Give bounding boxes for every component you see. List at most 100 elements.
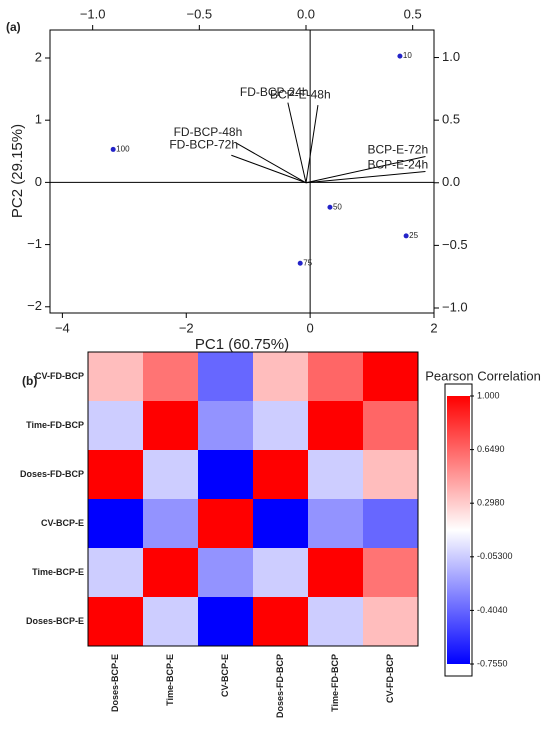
heatmap-cell xyxy=(308,499,364,549)
column-label: Doses-BCP-E xyxy=(110,654,120,712)
row-label: Time-FD-BCP xyxy=(26,420,84,430)
heatmap-cell xyxy=(308,548,364,598)
heatmap-cell xyxy=(88,499,144,549)
colorbar-tick-label: 1.000 xyxy=(477,390,500,400)
row-label: Doses-FD-BCP xyxy=(20,469,84,479)
colorbar-tick-label: 0.2980 xyxy=(477,498,505,508)
x2-tick-label: 0.0 xyxy=(297,6,315,21)
loading-label: BCP-E-24h xyxy=(367,158,428,172)
x-tick-label: 2 xyxy=(430,320,437,335)
score-point xyxy=(110,146,116,152)
y-tick-label: 2 xyxy=(35,49,42,64)
heatmap-cell xyxy=(308,597,364,647)
plot-frame xyxy=(49,29,435,314)
column-label: Time-FD-BCP xyxy=(330,654,340,712)
column-label: CV-FD-BCP xyxy=(385,654,395,703)
heatmap-cell xyxy=(143,499,199,549)
heatmap-cell xyxy=(198,450,254,500)
heatmap-cell xyxy=(253,401,309,451)
column-label: Time-BCP-E xyxy=(165,654,175,706)
score-point xyxy=(397,53,403,59)
x2-tick-label: −1.0 xyxy=(80,6,106,21)
score-label: 25 xyxy=(409,231,418,240)
heatmap-cell xyxy=(363,597,419,647)
y-tick-label: 1 xyxy=(35,112,42,127)
heatmap-cell xyxy=(88,450,144,500)
column-label: CV-BCP-E xyxy=(220,654,230,697)
score-label: 100 xyxy=(116,145,130,154)
heatmap-cell xyxy=(363,548,419,598)
loading-vector xyxy=(287,102,307,183)
heatmap-cell xyxy=(88,597,144,647)
x2-tick-label: −0.5 xyxy=(186,6,212,21)
loading-vector xyxy=(305,171,426,184)
colorbar-frame xyxy=(444,383,473,677)
loading-label: FD-BCP-48h xyxy=(174,125,243,139)
heatmap-cell xyxy=(363,401,419,451)
heatmap-cell xyxy=(253,352,309,402)
heatmap-cell xyxy=(88,352,144,402)
row-label: Doses-BCP-E xyxy=(26,616,84,626)
heatmap-cell xyxy=(198,499,254,549)
colorbar-tick-label: -0.7550 xyxy=(477,658,508,668)
heatmap-cell xyxy=(88,548,144,598)
column-label: Doses-FD-BCP xyxy=(275,654,285,718)
score-label: 10 xyxy=(403,51,412,60)
colorbar xyxy=(447,396,470,664)
heatmap-cell xyxy=(253,499,309,549)
row-label: Time-BCP-E xyxy=(32,567,84,577)
heatmap-cell xyxy=(143,352,199,402)
loading-label: FD-BCP-72h xyxy=(169,137,238,151)
panel-label: (b) xyxy=(22,374,37,388)
score-label: 50 xyxy=(333,202,342,211)
loading-label: FD-BCP-24h xyxy=(240,85,309,99)
heatmap-cell xyxy=(143,450,199,500)
x-tick-label: −4 xyxy=(55,320,70,335)
heatmap-cell xyxy=(198,352,254,402)
heatmap-cell xyxy=(143,548,199,598)
row-label: CV-BCP-E xyxy=(41,518,84,528)
heatmap-cell xyxy=(88,401,144,451)
colorbar-tick-label: -0.05300 xyxy=(477,551,513,561)
score-point xyxy=(297,260,303,266)
loading-vector xyxy=(235,142,307,184)
heatmap-cell xyxy=(308,401,364,451)
loading-label: BCP-E-48h xyxy=(270,87,331,101)
heatmap-cell xyxy=(308,352,364,402)
heatmap-cell xyxy=(253,597,309,647)
x-axis-title: PC1 (60.75%) xyxy=(195,336,289,353)
score-point xyxy=(327,204,333,210)
heatmap-cell xyxy=(253,548,309,598)
y-axis-title: PC2 (29.15%) xyxy=(9,124,26,218)
y-tick-label: −1 xyxy=(27,236,42,251)
score-label: 75 xyxy=(303,258,312,267)
y2-tick-label: 0.5 xyxy=(442,112,460,127)
heatmap-cell xyxy=(198,401,254,451)
heatmap-cell xyxy=(363,352,419,402)
y2-tick-label: −1.0 xyxy=(442,299,468,314)
y2-tick-label: 1.0 xyxy=(442,49,460,64)
row-label: CV-FD-BCP xyxy=(35,371,84,381)
y-tick-label: −2 xyxy=(27,298,42,313)
heatmap-cell xyxy=(363,450,419,500)
panel-label: (a) xyxy=(6,20,21,34)
loading-vector xyxy=(305,105,319,183)
colorbar-title: Pearson Correlation xyxy=(425,368,541,383)
y2-tick-label: −0.5 xyxy=(442,237,468,252)
loading-vector xyxy=(305,155,426,184)
x-tick-label: 0 xyxy=(307,320,314,335)
x2-tick-label: 0.5 xyxy=(404,6,422,21)
heatmap-frame xyxy=(87,351,419,647)
heatmap-cell xyxy=(198,548,254,598)
score-point xyxy=(403,233,409,239)
y-tick-label: 0 xyxy=(35,174,42,189)
loading-label: BCP-E-72h xyxy=(367,143,428,157)
heatmap-cell xyxy=(308,450,364,500)
heatmap-cell xyxy=(198,597,254,647)
colorbar-tick-label: 0.6490 xyxy=(477,444,505,454)
x-tick-label: −2 xyxy=(179,320,194,335)
loading-vector xyxy=(231,154,307,184)
heatmap-cell xyxy=(143,597,199,647)
